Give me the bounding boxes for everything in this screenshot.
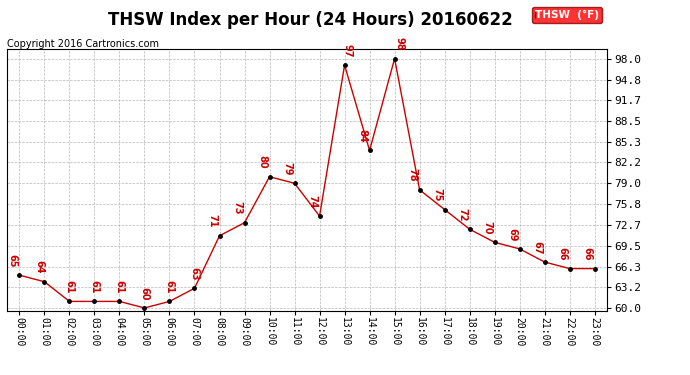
Text: 61: 61 [90,280,99,294]
Text: Copyright 2016 Cartronics.com: Copyright 2016 Cartronics.com [7,39,159,50]
Text: 61: 61 [115,280,124,294]
Text: 64: 64 [34,260,44,274]
Text: 73: 73 [232,201,242,215]
Text: 98: 98 [395,37,404,51]
Text: 61: 61 [64,280,75,294]
Text: THSW Index per Hour (24 Hours) 20160622: THSW Index per Hour (24 Hours) 20160622 [108,11,513,29]
Text: 71: 71 [207,214,217,228]
Text: 69: 69 [507,228,517,241]
Text: 72: 72 [457,208,467,221]
Text: 63: 63 [190,267,199,280]
Text: 79: 79 [282,162,292,176]
Text: 66: 66 [582,247,592,261]
Text: 84: 84 [357,129,367,142]
Legend: THSW  (°F): THSW (°F) [532,7,602,23]
Text: 78: 78 [407,168,417,182]
Text: 65: 65 [7,254,17,267]
Text: 70: 70 [482,221,492,234]
Text: 80: 80 [257,155,267,169]
Text: 97: 97 [342,44,352,57]
Text: 66: 66 [558,247,567,261]
Text: 75: 75 [432,188,442,202]
Text: 61: 61 [164,280,175,294]
Text: 74: 74 [307,195,317,208]
Text: 67: 67 [532,241,542,254]
Text: 60: 60 [139,286,150,300]
